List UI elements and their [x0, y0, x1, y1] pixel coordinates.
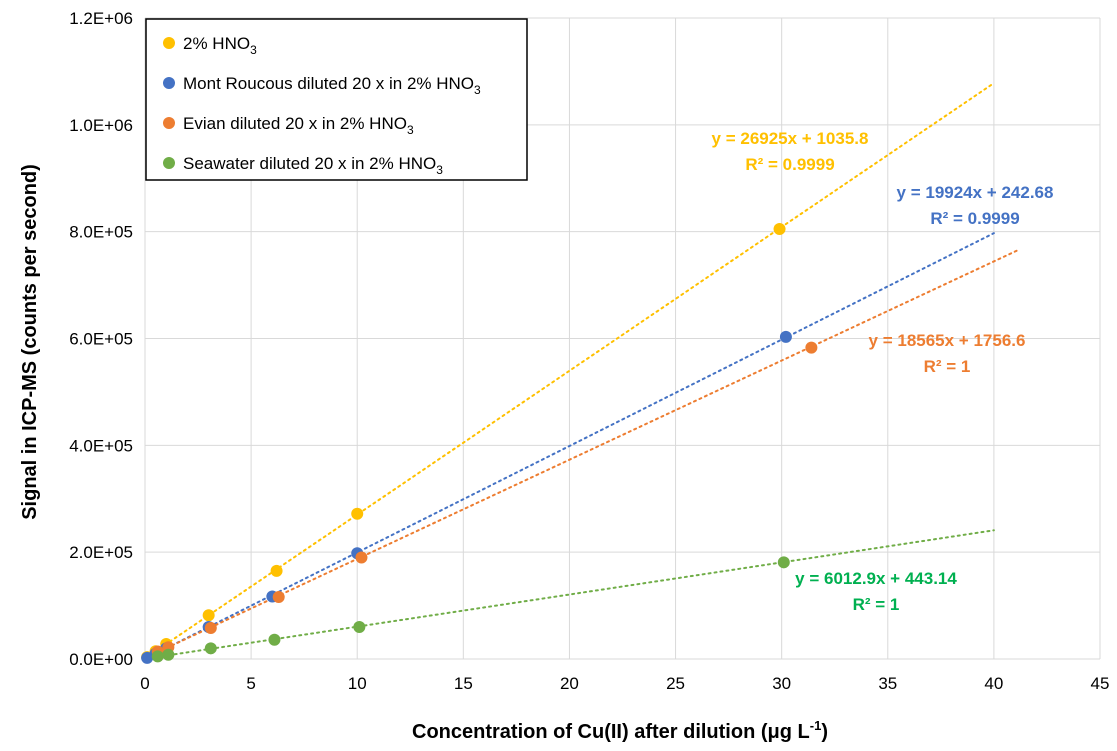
trendline	[144, 529, 995, 660]
x-tick-label: 45	[1091, 674, 1110, 693]
y-tick-label: 4.0E+05	[69, 436, 133, 455]
data-point	[773, 222, 786, 235]
data-point	[268, 633, 281, 646]
x-tick-label: 35	[878, 674, 897, 693]
trendline	[144, 232, 995, 660]
data-point	[202, 609, 215, 622]
legend-marker	[163, 77, 175, 89]
data-point	[204, 642, 217, 655]
data-point	[779, 330, 792, 343]
trendline	[144, 248, 1021, 660]
x-axis-title: Concentration of Cu(II) after dilution (…	[412, 718, 828, 743]
trendline-r2: R² = 1	[853, 595, 900, 614]
data-point	[151, 650, 164, 663]
data-point	[270, 564, 283, 577]
legend-label: Evian diluted 20 x in 2% HNO3	[183, 114, 414, 137]
data-point	[351, 507, 364, 520]
y-tick-label: 1.2E+06	[69, 9, 133, 28]
trendline-r2: R² = 0.9999	[930, 209, 1019, 228]
y-tick-label: 0.0E+00	[69, 650, 133, 669]
legend-label: Seawater diluted 20 x in 2% HNO3	[183, 154, 443, 177]
grid	[144, 17, 1101, 660]
trendline-equation: y = 19924x + 242.68	[897, 183, 1054, 202]
x-tick-label: 5	[246, 674, 255, 693]
y-tick-label: 1.0E+06	[69, 116, 133, 135]
data-point	[805, 341, 818, 354]
data-point	[162, 648, 175, 661]
y-tick-label: 8.0E+05	[69, 223, 133, 242]
equation-labels: y = 26925x + 1035.8 R² = 0.9999 y = 19924x…	[712, 129, 1054, 614]
trendline-r2: R² = 1	[924, 357, 971, 376]
trendline-r2: R² = 0.9999	[745, 155, 834, 174]
x-tick-label: 20	[560, 674, 579, 693]
legend: 2% HNO3 Mont Roucous diluted 20 x in 2% H…	[145, 18, 528, 181]
trendline-equation: y = 18565x + 1756.6	[869, 331, 1026, 350]
data-point	[204, 622, 217, 635]
y-axis-title: Signal in ICP-MS (counts per second)	[19, 164, 41, 520]
data-point	[272, 591, 285, 604]
x-tick-label: 15	[454, 674, 473, 693]
legend-box	[145, 18, 528, 181]
legend-marker	[163, 117, 175, 129]
x-tick-label: 30	[772, 674, 791, 693]
trendlines	[144, 82, 1021, 660]
legend-label: 2% HNO3	[183, 34, 257, 57]
trendline	[144, 82, 995, 660]
legend-label: Mont Roucous diluted 20 x in 2% HNO3	[183, 74, 481, 97]
data-point	[353, 620, 366, 633]
x-tick-label: 25	[666, 674, 685, 693]
y-tick-label: 6.0E+05	[69, 330, 133, 349]
axes: 0 5 10 15 20 25 30 35 40 45 0.0E+00 2.0E+05 4.0E+05 6…	[69, 9, 1109, 693]
x-tick-label: 0	[140, 674, 149, 693]
legend-marker	[163, 37, 175, 49]
legend-marker	[163, 157, 175, 169]
trendline-equation: y = 26925x + 1035.8	[712, 129, 869, 148]
data-points	[141, 222, 818, 664]
x-tick-label: 10	[348, 674, 367, 693]
x-tick-label: 40	[984, 674, 1003, 693]
y-tick-label: 2.0E+05	[69, 543, 133, 562]
data-point	[777, 556, 790, 569]
trendline-equation: y = 6012.9x + 443.14	[795, 569, 957, 588]
data-point	[355, 551, 368, 564]
